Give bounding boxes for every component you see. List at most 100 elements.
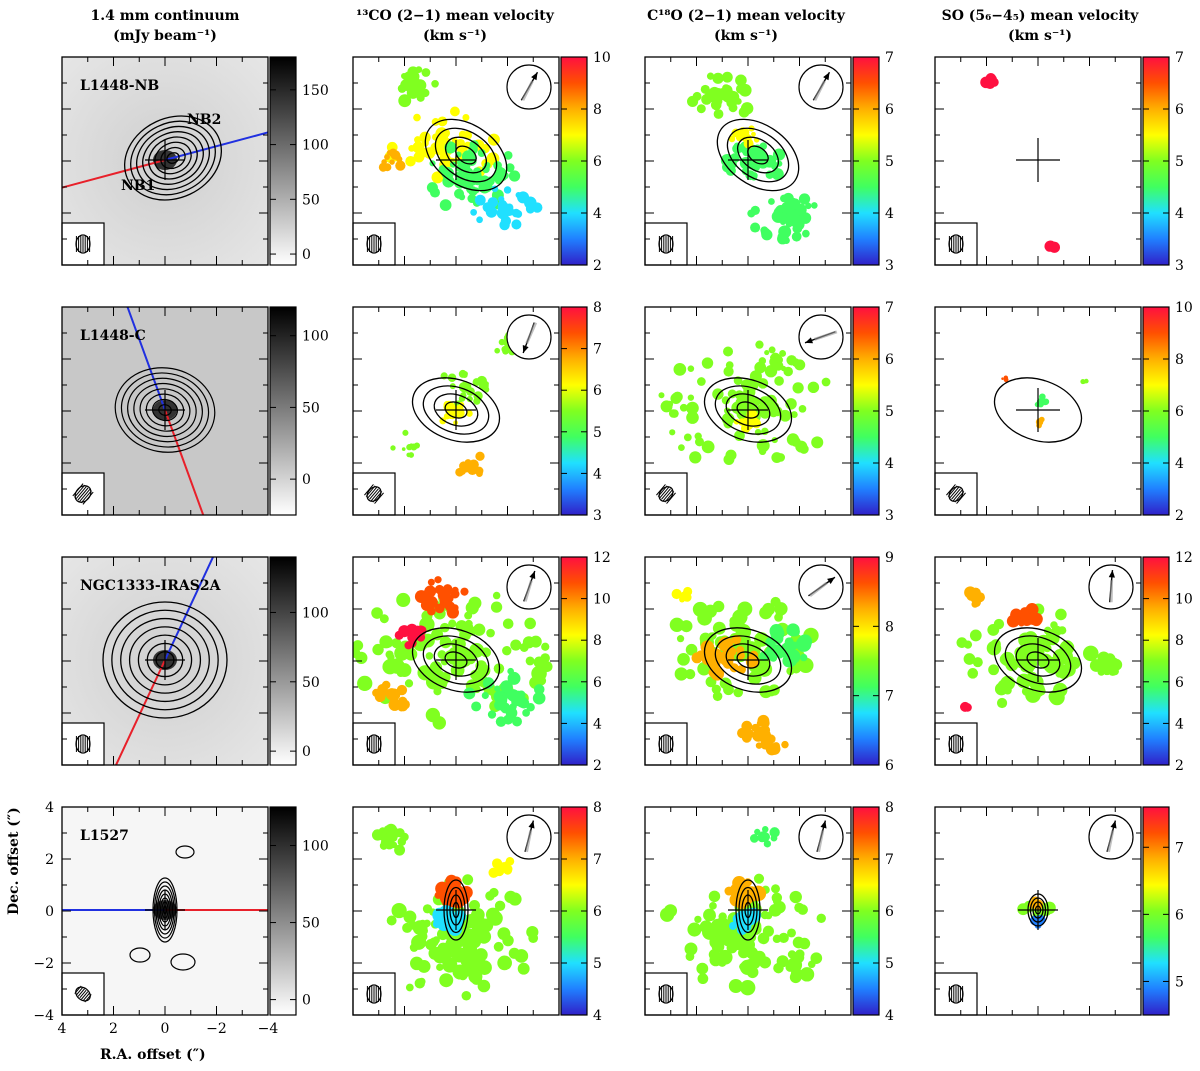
velocity-pixel	[1050, 621, 1058, 629]
contour	[133, 382, 197, 438]
velocity-pixel	[971, 600, 979, 608]
velocity-pixel	[775, 609, 784, 618]
colorbar-tick-label: 4	[593, 206, 602, 222]
velocity-pixel	[444, 601, 456, 612]
velocity-pixel	[670, 392, 682, 405]
column-title-continuum: 1.4 mm continuum (mJy beam⁻¹)	[15, 6, 315, 46]
colorbar-tick-label: 5	[885, 956, 894, 972]
velocity-pixel	[474, 194, 486, 206]
velocity-pixel	[986, 640, 1002, 656]
contour	[993, 627, 1083, 693]
velocity-pixel	[503, 186, 512, 194]
velocity-pixel	[371, 829, 384, 841]
velocity-pixel	[760, 227, 771, 238]
column-title-line1: ¹³CO (2−1) mean velocity	[356, 8, 554, 24]
velocity-pixel	[750, 222, 761, 233]
velocity-pixel	[485, 206, 498, 218]
velocity-pixel	[778, 932, 789, 943]
column-title-so: SO (5₆−4₅) mean velocity (km s⁻¹)	[890, 6, 1190, 46]
velocity-pixel	[405, 156, 416, 167]
velocity-pixel	[987, 75, 995, 82]
colorbar	[560, 306, 588, 516]
velocity-pixel	[779, 409, 792, 422]
panel-frame	[352, 556, 560, 766]
contour	[714, 385, 782, 435]
source-name-label: L1448-NB	[80, 78, 159, 94]
velocity-pixel	[480, 647, 491, 658]
velocity-pixel	[439, 636, 452, 649]
co13-panel-l1527: 4 5 6 7 8	[352, 800, 602, 1024]
velocity-pixel	[490, 601, 503, 613]
velocity-pixel	[532, 202, 543, 213]
velocity-pixel	[1014, 616, 1021, 623]
pa-arrow-head	[531, 72, 538, 81]
velocity-pixel	[489, 887, 499, 898]
beam-box	[934, 972, 978, 1016]
velocity-pixel	[697, 610, 712, 626]
velocity-pixel	[460, 463, 467, 469]
contour	[139, 388, 191, 432]
velocity-pixel	[449, 106, 460, 117]
velocity-pixel	[507, 667, 514, 675]
velocity-pixel	[378, 162, 388, 172]
continuum-panel-l1527: L1527 0 50 100	[61, 806, 329, 1016]
velocity-pixel	[500, 215, 512, 227]
velocity-pixel	[696, 104, 706, 114]
velocity-pixel	[1001, 377, 1004, 380]
panel-frame	[934, 56, 1142, 266]
velocity-pixel	[463, 687, 476, 700]
column-title-line1: C¹⁸O (2−1) mean velocity	[647, 8, 845, 24]
source-label-nb2: NB2	[187, 112, 221, 128]
colorbar-tick-label: 5	[593, 425, 602, 441]
velocity-pixel	[789, 356, 797, 364]
panel-frame	[644, 806, 852, 1016]
velocity-pixel	[767, 649, 778, 660]
colorbar-tick-label: 3	[1175, 258, 1184, 274]
velocity-pixel	[728, 103, 738, 113]
velocity-pixel	[691, 652, 703, 664]
velocity-pixel	[768, 407, 779, 418]
velocity-pixel	[769, 827, 780, 838]
velocity-pixel	[514, 949, 529, 963]
contour	[166, 152, 180, 164]
colorbar-tick-label: 7	[593, 852, 602, 868]
colorbar-tick-label: 50	[302, 192, 320, 208]
velocity-pixel	[744, 729, 754, 739]
colorbar	[852, 556, 880, 766]
velocity-pixel	[494, 866, 505, 877]
velocity-pixel	[429, 937, 439, 947]
colorbar	[269, 306, 297, 516]
contour	[714, 635, 782, 685]
contour	[726, 127, 790, 183]
velocity-pixel	[437, 948, 452, 963]
panel-frame	[934, 806, 1142, 1016]
velocity-pixel	[724, 886, 734, 896]
outflow-blue-lobe	[164, 557, 215, 661]
velocity-pixel	[526, 636, 535, 645]
velocity-pixel	[811, 202, 818, 209]
velocity-pixel	[711, 684, 721, 694]
y-tick-label: −2	[33, 956, 54, 972]
velocity-pixel	[798, 193, 811, 205]
contour	[455, 145, 477, 165]
velocity-pixel	[682, 593, 692, 602]
velocity-pixel	[458, 142, 469, 153]
x-tick-label: 0	[161, 1021, 170, 1037]
velocity-pixel	[710, 666, 725, 681]
velocity-pixel	[1037, 399, 1043, 405]
x-tick-label: −4	[258, 1021, 279, 1037]
velocity-pixel	[805, 202, 812, 210]
velocity-pixel	[473, 397, 481, 405]
velocity-pixel	[683, 433, 692, 442]
contour	[148, 136, 198, 180]
velocity-pixel	[406, 452, 411, 458]
velocity-pixel	[433, 687, 442, 696]
velocity-pixel	[403, 910, 417, 924]
contour	[123, 115, 223, 201]
co13-panel-l1448-c: 3 4 5 6 7 8	[352, 300, 602, 524]
velocity-pixel	[1082, 379, 1087, 384]
velocity-pixel	[687, 394, 695, 401]
contour	[747, 145, 769, 165]
velocity-pixel	[440, 657, 449, 666]
velocity-pixel	[494, 347, 501, 354]
